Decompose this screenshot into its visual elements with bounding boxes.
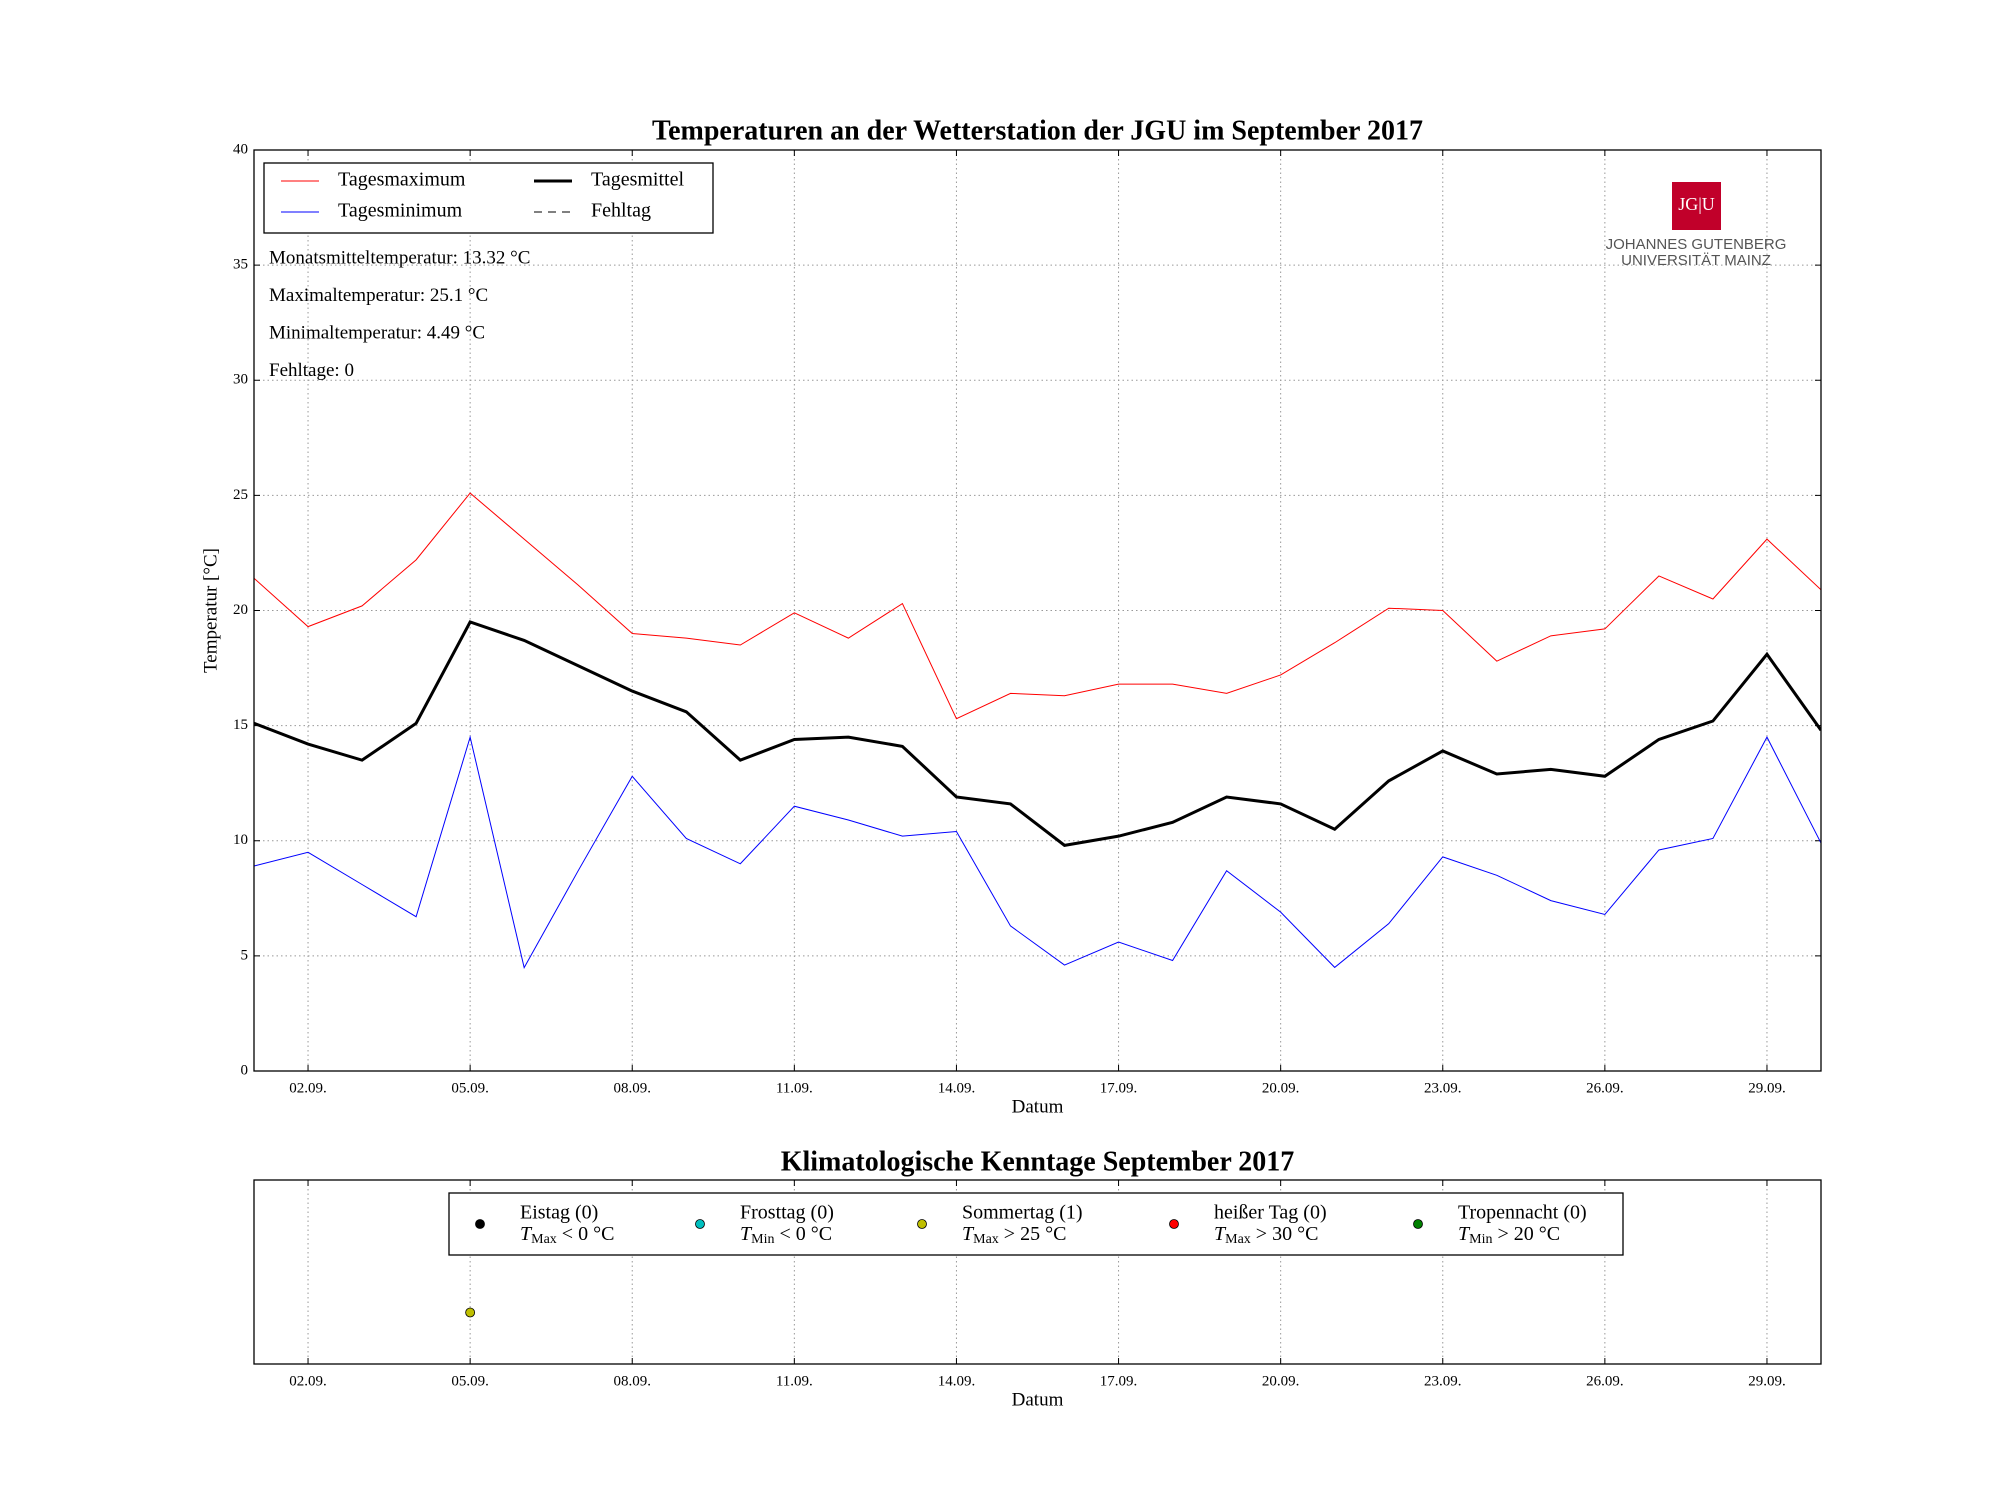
logo-mark: JG|U [1678, 194, 1715, 214]
legend-label: Sommertag (1) [962, 1202, 1083, 1224]
legend-swatch [1413, 1219, 1423, 1229]
condition-sub: Max [973, 1232, 999, 1247]
condition-rel: > 25 °C [999, 1223, 1067, 1245]
y-tick-label: 10 [233, 832, 248, 848]
legend-swatch [1169, 1219, 1179, 1229]
condition-var: T [520, 1223, 533, 1245]
x-tick-label: 02.09. [289, 1373, 327, 1389]
condition-var: T [1458, 1223, 1471, 1245]
annotation: Maximaltemperatur: 25.1 °C [269, 285, 488, 306]
y-tick-label: 0 [241, 1062, 249, 1078]
condition-sub: Max [1225, 1232, 1251, 1247]
legend-condition: TMax > 25 °C [962, 1223, 1066, 1248]
legend-label: Frosttag (0) [740, 1202, 834, 1224]
condition-rel: < 0 °C [557, 1223, 615, 1245]
series-line [254, 735, 1821, 969]
logo-text: UNIVERSITÄT MAINZ [1621, 252, 1771, 269]
legend-condition: TMax < 0 °C [520, 1223, 614, 1248]
chart-title: Klimatologische Kenntage September 2017 [781, 1146, 1295, 1177]
condition-rel: > 20 °C [1492, 1223, 1560, 1245]
condition-rel: > 30 °C [1251, 1223, 1319, 1245]
x-tick-label: 08.09. [613, 1080, 651, 1096]
legend-box [263, 162, 714, 234]
logo-text: JOHANNES GUTENBERG [1606, 236, 1787, 253]
x-axis-label: Datum [1012, 1389, 1064, 1410]
y-axis-label: Temperatur [°C] [200, 548, 221, 673]
legend-label: Tropennacht (0) [1458, 1202, 1587, 1224]
condition-rel: < 0 °C [774, 1223, 832, 1245]
legend-condition: TMin < 0 °C [740, 1223, 832, 1248]
x-tick-label: 23.09. [1424, 1080, 1462, 1096]
series-line [254, 620, 1821, 847]
plot-frame [253, 1179, 1822, 1365]
x-axis-label: Datum [1012, 1096, 1064, 1117]
legend-label: Tagesmaximum [338, 169, 466, 191]
y-tick-label: 40 [233, 141, 248, 157]
condition-var: T [740, 1223, 753, 1245]
annotation: Monatsmitteltemperatur: 13.32 °C [269, 247, 530, 268]
condition-var: T [962, 1223, 975, 1245]
x-tick-label: 23.09. [1424, 1373, 1462, 1389]
legend-swatch [917, 1219, 927, 1229]
annotation: Minimaltemperatur: 4.49 °C [269, 322, 485, 343]
series-line [254, 492, 1821, 720]
x-tick-label: 05.09. [451, 1373, 489, 1389]
legend-swatch [475, 1219, 485, 1229]
logo-mark-box [1672, 182, 1721, 230]
x-tick-label: 14.09. [938, 1080, 976, 1096]
x-tick-label: 29.09. [1748, 1373, 1786, 1389]
y-tick-label: 5 [241, 947, 249, 963]
x-tick-label: 11.09. [776, 1080, 813, 1096]
chart-title: Temperaturen an der Wetterstation der JG… [652, 115, 1423, 146]
legend-box [448, 1192, 1624, 1256]
x-tick-label: 08.09. [613, 1373, 651, 1389]
y-tick-label: 35 [233, 257, 248, 273]
condition-var: T [1214, 1223, 1227, 1245]
x-tick-label: 02.09. [289, 1080, 327, 1096]
legend-label: Tagesmittel [591, 169, 684, 191]
x-tick-label: 14.09. [938, 1373, 976, 1389]
condition-sub: Max [531, 1232, 557, 1247]
y-tick-label: 30 [233, 372, 248, 388]
legend-label: heißer Tag (0) [1214, 1202, 1327, 1224]
x-tick-label: 17.09. [1100, 1080, 1138, 1096]
x-tick-label: 11.09. [776, 1373, 813, 1389]
x-tick-label: 05.09. [451, 1080, 489, 1096]
legend-condition: TMax > 30 °C [1214, 1223, 1318, 1248]
x-tick-label: 20.09. [1262, 1373, 1300, 1389]
y-tick-label: 25 [233, 487, 248, 503]
x-tick-label: 26.09. [1586, 1080, 1624, 1096]
legend-condition: TMin > 20 °C [1458, 1223, 1560, 1248]
event-point [465, 1307, 476, 1318]
x-tick-label: 20.09. [1262, 1080, 1300, 1096]
legend-label: Tagesminimum [338, 200, 463, 222]
y-tick-label: 20 [233, 602, 248, 618]
legend-swatch [695, 1219, 705, 1229]
x-tick-label: 17.09. [1100, 1373, 1138, 1389]
annotation: Fehltage: 0 [269, 360, 354, 381]
x-tick-label: 29.09. [1748, 1080, 1786, 1096]
condition-sub: Min [751, 1232, 774, 1247]
legend-label: Fehltag [591, 200, 651, 222]
x-tick-label: 26.09. [1586, 1373, 1624, 1389]
y-tick-label: 15 [233, 717, 248, 733]
plot-frame [253, 149, 1822, 1072]
legend-label: Eistag (0) [520, 1202, 598, 1224]
condition-sub: Min [1469, 1232, 1492, 1247]
